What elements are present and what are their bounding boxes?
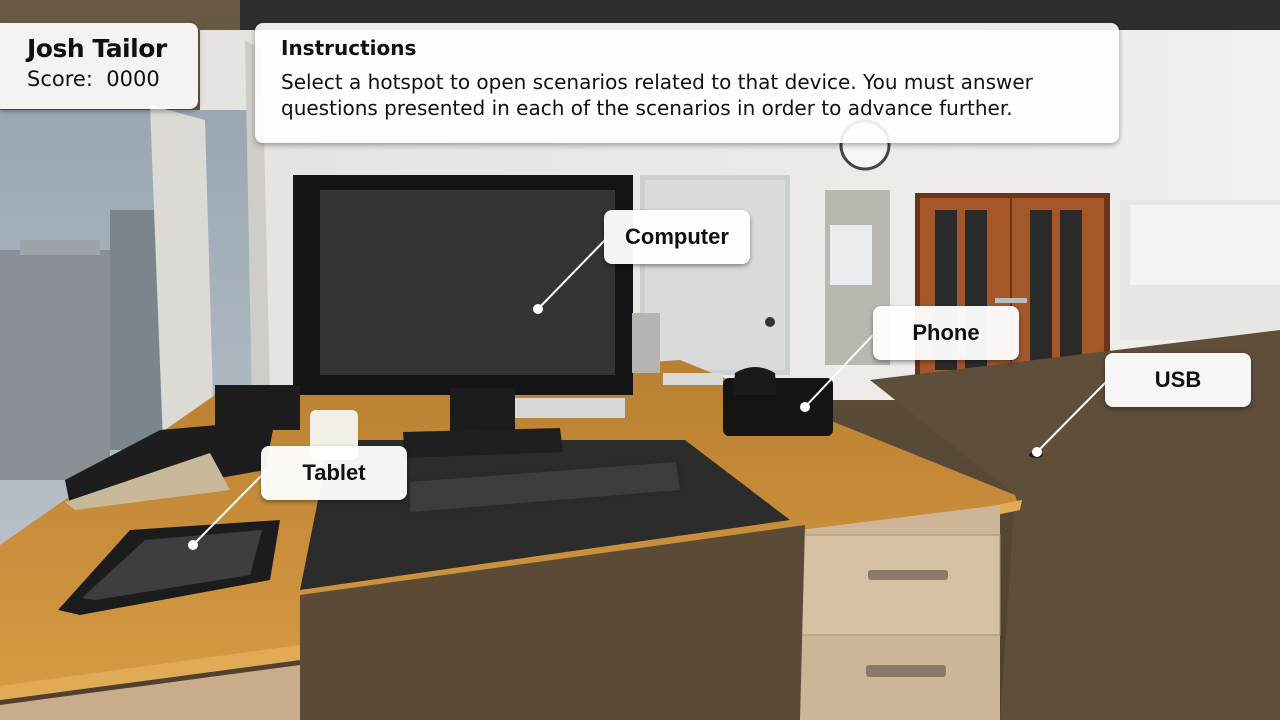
usb-hotspot-button[interactable]: USB	[1105, 353, 1251, 407]
score-value: 0000	[106, 67, 160, 91]
tablet-hotspot-label: Tablet	[302, 460, 366, 485]
instructions-body: Select a hotspot to open scenarios relat…	[281, 70, 1033, 120]
usb-hotspot-label: USB	[1154, 367, 1202, 392]
score-label: Score:	[27, 67, 93, 91]
tablet-hotspot-button[interactable]: Tablet	[261, 446, 407, 500]
computer-hotspot-label: Computer	[625, 224, 729, 249]
player-name: Josh Tailor	[27, 34, 167, 63]
computer-hotspot-button[interactable]: Computer	[604, 210, 750, 264]
score-row: Score: 0000	[27, 67, 160, 91]
phone-hotspot-button[interactable]: Phone	[873, 306, 1019, 360]
instructions-title: Instructions	[281, 36, 417, 60]
phone-hotspot-label: Phone	[912, 320, 980, 345]
instructions-panel: Instructions Select a hotspot to open sc…	[255, 23, 1119, 143]
player-panel: Josh Tailor Score: 0000	[0, 23, 198, 109]
